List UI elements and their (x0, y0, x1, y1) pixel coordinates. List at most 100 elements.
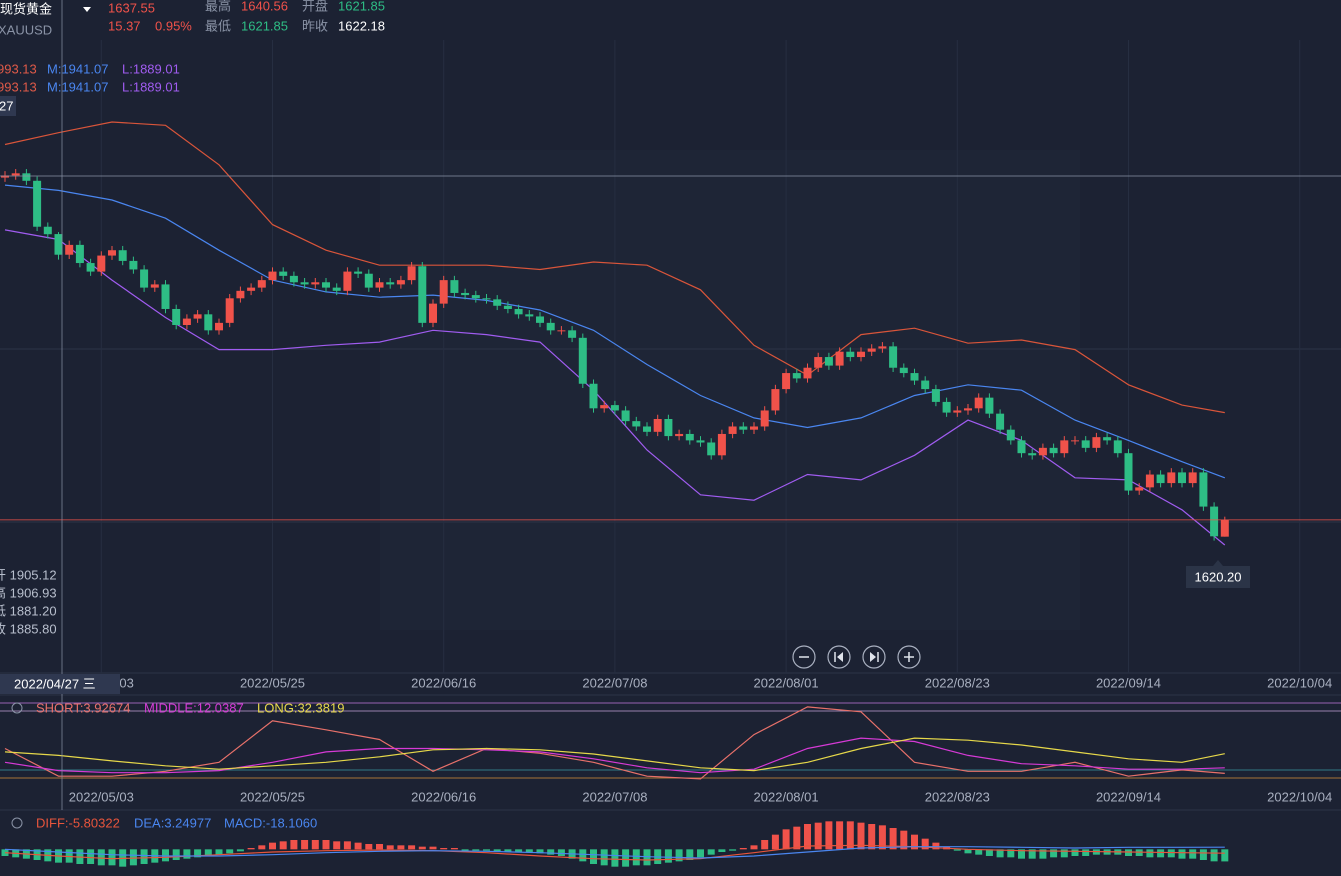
candle-body (172, 308, 181, 325)
candle-body (204, 314, 213, 331)
candle-body (54, 234, 63, 255)
candle-body (1199, 472, 1208, 507)
candle-body (1028, 453, 1037, 456)
candle-body (11, 173, 20, 176)
candle-body (364, 273, 373, 288)
candle-body (846, 351, 855, 358)
candle-body (215, 322, 223, 331)
candle-body (621, 410, 630, 422)
candle-body (43, 226, 52, 235)
macd-bar (622, 849, 630, 867)
candle-body (525, 314, 534, 317)
candle-body (1038, 447, 1047, 456)
candle-body (311, 282, 320, 285)
candle-body (985, 397, 994, 414)
candle-body (1156, 474, 1165, 484)
candle-body (1092, 437, 1101, 448)
macd-bar (408, 845, 416, 850)
candle-body (514, 308, 523, 315)
previous-button[interactable] (827, 645, 851, 669)
macd-bar (632, 849, 640, 866)
macd-bar (664, 849, 672, 863)
macd-bar (204, 849, 212, 856)
macd-bar (1082, 849, 1090, 856)
crosshair-close: 收 1885.80 (0, 621, 57, 636)
settings-icon[interactable] (11, 702, 23, 714)
candle-body (461, 292, 470, 296)
crosshair-date-box (0, 674, 120, 694)
macd-bar (536, 849, 544, 854)
macd-bar (1199, 849, 1207, 860)
candle-body (1017, 440, 1026, 454)
macd-bar (376, 844, 383, 850)
x-tick-label: 2022/05/03 (69, 789, 134, 804)
stat-value: 1621.85 (338, 0, 385, 13)
zoom-in-button[interactable] (897, 645, 921, 669)
macd-bar (301, 840, 309, 850)
x-tick-label: 2022/05/25 (240, 675, 305, 690)
candle-body (814, 357, 823, 368)
dropdown-arrow[interactable] (83, 7, 91, 12)
macd-bar (1071, 849, 1079, 856)
candle-body (921, 380, 930, 390)
legend-entry: MIDDLE:12.0387 (144, 700, 244, 715)
zoom-out-button[interactable] (792, 645, 816, 669)
candle-body (268, 271, 277, 281)
candle-body (782, 373, 791, 390)
candle-body (65, 244, 74, 255)
macd-bar (194, 849, 202, 858)
macd-bar (1178, 849, 1186, 859)
macd-bar (707, 849, 715, 855)
macd-bar (461, 849, 469, 851)
candle-body (899, 367, 908, 374)
candle-body (974, 397, 983, 409)
instrument-name[interactable]: 现货黄金 (0, 1, 52, 16)
macd-bar (1050, 849, 1058, 858)
candle-body (610, 405, 619, 411)
macd-bar (557, 849, 565, 856)
candle-body (578, 337, 587, 384)
macd-bar (932, 842, 940, 850)
candle-body (1178, 472, 1186, 484)
candle-body (792, 373, 801, 379)
macd-bar (900, 830, 908, 850)
candle-body (482, 298, 491, 300)
macd-bar (804, 824, 811, 850)
settings-icon[interactable] (11, 817, 23, 829)
stat-label: 开盘 (302, 0, 328, 13)
candle-body (33, 180, 42, 227)
legend-entry: SHORT:3.92674 (36, 700, 130, 715)
candle-body (247, 287, 256, 291)
candle-body (653, 419, 662, 432)
candle-body (354, 271, 363, 274)
x-tick-label: 2022/08/01 (754, 675, 819, 690)
macd-bar (836, 821, 844, 850)
legend-entry: MACD:-18.1060 (224, 815, 317, 830)
price-change-percent: 0.95% (155, 18, 192, 33)
macd-bar (258, 845, 266, 850)
x-tick-label: 2022/05/25 (240, 789, 305, 804)
macd-bar (825, 821, 833, 850)
price-label: 1620.20 (1195, 569, 1242, 584)
macd-bar (162, 849, 169, 862)
candle-body (429, 303, 437, 323)
macd-bar (996, 849, 1004, 858)
macd-bar (1125, 849, 1132, 856)
candle-body (1188, 472, 1197, 484)
overlay-layer: 2022/05/032022/05/032022/05/252022/05/25… (0, 674, 1332, 830)
candle-body (332, 287, 341, 291)
x-tick-label: 2022/08/23 (925, 675, 990, 690)
macd-bar (183, 849, 191, 859)
macd-bar (365, 844, 373, 850)
macd-bar (782, 829, 790, 850)
candle-body (1167, 472, 1176, 484)
macd-bar (686, 849, 694, 860)
x-tick-label: 2022/08/01 (754, 789, 819, 804)
macd-bar (1018, 849, 1025, 859)
candle-body (407, 266, 416, 281)
next-button[interactable] (862, 645, 886, 669)
candle-body (1103, 437, 1112, 441)
candle-body (343, 271, 352, 291)
macd-bar (472, 849, 480, 851)
last-price: 1637.55 (108, 0, 155, 15)
